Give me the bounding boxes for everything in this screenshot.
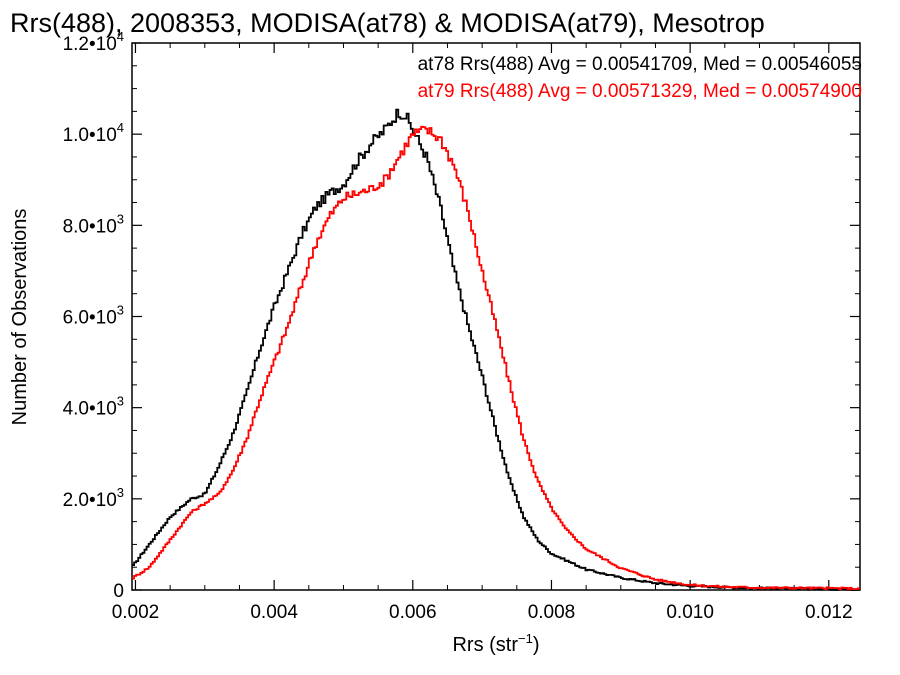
y-tick-label-exponent: 4 bbox=[117, 120, 124, 135]
legend-entry-at79: at79 Rrs(488) Avg = 0.00571329, Med = 0.… bbox=[418, 81, 862, 102]
y-tick-label: 1.0•104 bbox=[63, 120, 124, 146]
legend-entry-at78: at78 Rrs(488) Avg = 0.00541709, Med = 0.… bbox=[418, 54, 862, 75]
chart-title: Rrs(488), 2008353, MODISA(at78) & MODISA… bbox=[10, 8, 765, 38]
y-tick-label-mantissa: 4.0•10 bbox=[63, 399, 117, 420]
y-tick-label: 0 bbox=[113, 581, 124, 602]
y-tick-label-mantissa: 1.2•10 bbox=[63, 34, 117, 55]
y-tick-label: 8.0•103 bbox=[63, 211, 124, 237]
x-axis-label-superscript: −1 bbox=[518, 631, 533, 646]
y-tick-label-exponent: 3 bbox=[117, 303, 124, 318]
plot-frame bbox=[131, 42, 861, 591]
y-axis-label: Number of Observations bbox=[9, 209, 31, 426]
y-tick-label-mantissa: 8.0•10 bbox=[63, 216, 117, 237]
x-tick-label: 0.004 bbox=[250, 602, 298, 623]
y-tick-label-exponent: 3 bbox=[117, 485, 124, 500]
y-tick-label: 6.0•103 bbox=[63, 303, 124, 329]
y-tick-label-exponent: 3 bbox=[117, 394, 124, 409]
x-tick-label: 0.012 bbox=[805, 602, 853, 623]
y-tick-label-mantissa: 1.0•10 bbox=[63, 125, 117, 146]
y-tick-label: 2.0•103 bbox=[63, 485, 124, 511]
x-tick-label: 0.006 bbox=[389, 602, 437, 623]
y-tick-label-exponent: 3 bbox=[117, 211, 124, 226]
y-tick-label-mantissa: 2.0•10 bbox=[63, 490, 117, 511]
x-tick-label: 0.008 bbox=[528, 602, 576, 623]
y-tick-label-exponent: 4 bbox=[117, 29, 124, 44]
x-axis-label-close: ) bbox=[533, 634, 540, 656]
y-tick-labels: 02.0•1034.0•1036.0•1038.0•1031.0•1041.2•… bbox=[63, 29, 124, 602]
y-tick-label-mantissa: 6.0•10 bbox=[63, 308, 117, 329]
x-axis-label-main: Rrs (str bbox=[452, 634, 518, 656]
y-tick-label-mantissa: 0 bbox=[113, 581, 124, 602]
y-tick-label: 4.0•103 bbox=[63, 394, 124, 420]
series-line-at79 bbox=[132, 125, 860, 591]
x-tick-labels: 0.002 0.004 0.006 0.008 0.010 0.012 bbox=[112, 602, 853, 623]
series-line-at78 bbox=[132, 108, 860, 591]
x-tick-label: 0.002 bbox=[112, 602, 160, 623]
y-tick-label: 1.2•104 bbox=[63, 29, 124, 55]
x-tick-label: 0.010 bbox=[666, 602, 714, 623]
x-axis-label: Rrs (str−1) bbox=[452, 631, 539, 656]
series-group bbox=[132, 108, 860, 591]
axis-ticks bbox=[132, 42, 860, 591]
